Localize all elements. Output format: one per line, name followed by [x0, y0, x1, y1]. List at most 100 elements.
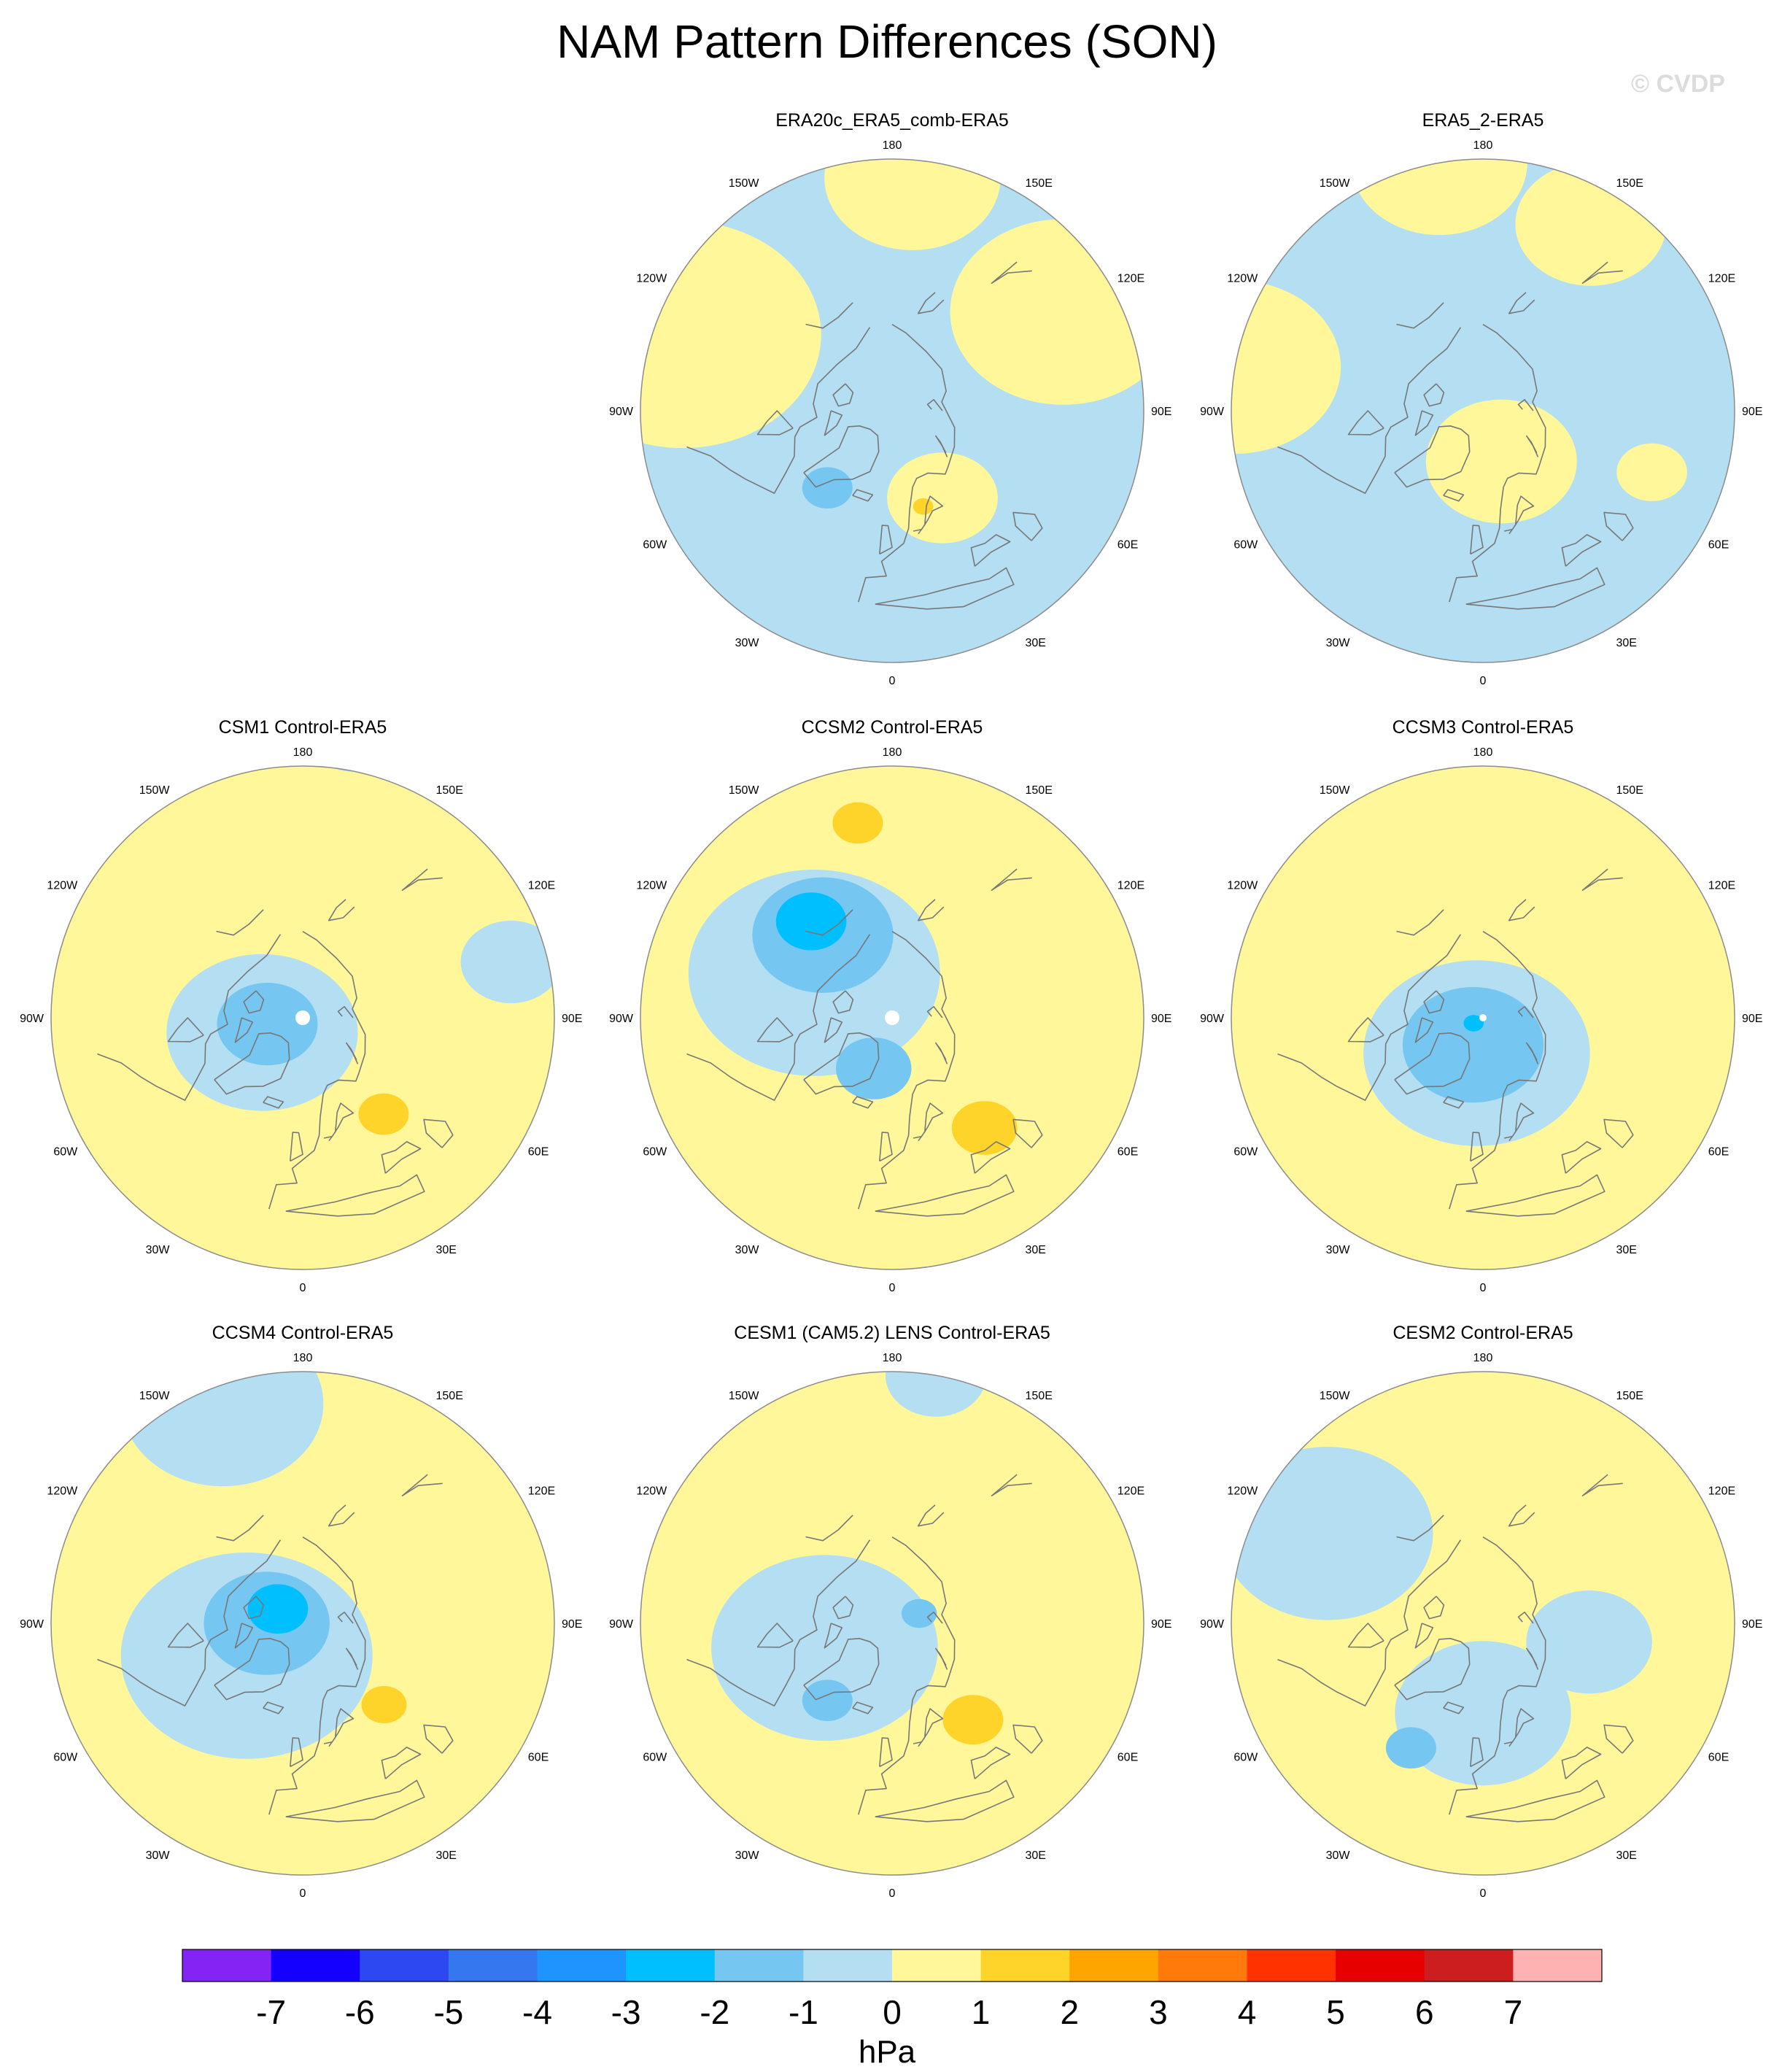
longitude-label: 30W	[735, 637, 760, 649]
colorbar-swatch	[626, 1949, 716, 1982]
longitude-label: 0	[889, 1282, 896, 1294]
colorbar-tick-label: 7	[1504, 1993, 1523, 2031]
colorbar-swatch	[182, 1949, 272, 1982]
colorbar-swatch	[892, 1949, 982, 1982]
colorbar-swatch	[714, 1949, 804, 1982]
panel-title: ERA20c_ERA5_comb-ERA5	[775, 110, 1009, 131]
colorbar-tick-label: 3	[1149, 1993, 1168, 2031]
contour-region	[122, 1372, 324, 1487]
contour-region	[802, 1679, 853, 1721]
longitude-label: 90W	[609, 406, 634, 418]
longitude-label: 60W	[1233, 1146, 1258, 1159]
colorbar-swatch	[537, 1949, 627, 1982]
colorbar-tick-label: -4	[522, 1993, 552, 2031]
longitude-label: 150E	[1026, 784, 1053, 797]
colorbar-units: hPa	[858, 2034, 916, 2070]
longitude-label: 120E	[1118, 1485, 1144, 1498]
longitude-label: 90W	[20, 1013, 44, 1025]
longitude-label: 30E	[1616, 637, 1637, 649]
longitude-label: 120E	[1118, 880, 1144, 892]
contour-region	[942, 1695, 1004, 1745]
colorbar-tick-label: -7	[256, 1993, 286, 2031]
longitude-label: 30W	[1326, 637, 1351, 649]
longitude-label: 180	[883, 139, 902, 152]
colorbar-tick-label: 6	[1415, 1993, 1434, 2031]
longitude-label: 150W	[729, 784, 760, 797]
longitude-label: 120E	[1708, 1485, 1735, 1498]
longitude-label: 150W	[1320, 177, 1351, 190]
colorbar-tick-label: -2	[700, 1993, 729, 2031]
longitude-label: 120W	[636, 880, 667, 892]
colorbar-swatch	[271, 1949, 360, 1982]
colorbar-swatch	[1424, 1949, 1514, 1982]
longitude-label: 90E	[1151, 406, 1171, 418]
longitude-label: 150W	[1320, 1390, 1351, 1402]
longitude-label: 150E	[1616, 1390, 1643, 1402]
longitude-label: 0	[300, 1887, 306, 1900]
colorbar-tick-label: -1	[789, 1993, 818, 2031]
longitude-label: 150W	[139, 1390, 171, 1402]
panel-title: ERA5_2-ERA5	[1422, 110, 1544, 131]
longitude-label: 120E	[1708, 880, 1735, 892]
longitude-label: 150W	[729, 1390, 760, 1402]
longitude-label: 30W	[1326, 1244, 1351, 1256]
longitude-label: 30W	[735, 1849, 760, 1862]
colorbar-swatch	[803, 1949, 893, 1982]
longitude-label: 60W	[1233, 539, 1258, 552]
map-panel: 180 0 90W 90E 150W 150E 120W 120E 60W 60E 30W 30E	[1200, 139, 1762, 687]
longitude-label: 60W	[643, 539, 667, 552]
longitude-label: 90E	[562, 1013, 582, 1025]
longitude-label: 150E	[1026, 1390, 1053, 1402]
longitude-label: 30E	[1026, 1849, 1046, 1862]
panel-title: CESM1 (CAM5.2) LENS Control-ERA5	[734, 1323, 1050, 1343]
longitude-label: 120E	[528, 1485, 555, 1498]
contour-region	[913, 498, 934, 515]
longitude-label: 150W	[729, 177, 760, 190]
longitude-label: 60E	[528, 1146, 549, 1159]
longitude-label: 60W	[643, 1146, 667, 1159]
longitude-label: 180	[1473, 746, 1493, 759]
map-panel: 180 0 90W 90E 150W 150E 120W 120E 60W 60E 30W 30E	[1200, 746, 1762, 1294]
longitude-label: 90E	[562, 1618, 582, 1631]
map-background	[1231, 1372, 1735, 1875]
longitude-label: 180	[1473, 1352, 1493, 1364]
longitude-label: 30E	[436, 1244, 457, 1256]
contour-region	[950, 219, 1144, 405]
map-panel: 180 0 90W 90E 150W 150E 120W 120E 60W 60E 30W 30E	[20, 1352, 582, 1900]
contour-region	[217, 983, 318, 1066]
longitude-label: 90E	[1742, 406, 1762, 418]
longitude-label: 150E	[1616, 784, 1643, 797]
colorbar: -7 -6 -5 -4 -3 -2 -1 0 1 2 3 4 5 6 7	[182, 1949, 1603, 2031]
map-panel: 180 0 90W 90E 150W 150E 120W 120E 60W 60E 30W 30E	[20, 746, 582, 1294]
longitude-label: 120W	[47, 880, 78, 892]
longitude-label: 150E	[436, 1390, 463, 1402]
contour-region	[460, 920, 554, 1004]
longitude-label: 150E	[436, 784, 463, 797]
longitude-label: 180	[293, 746, 313, 759]
panel-title: CCSM3 Control-ERA5	[1392, 717, 1574, 738]
contour-region	[835, 1037, 912, 1099]
panel-title: CESM2 Control-ERA5	[1393, 1323, 1573, 1343]
colorbar-swatch	[1247, 1949, 1336, 1982]
contour-region	[1425, 399, 1577, 524]
longitude-label: 30W	[146, 1849, 171, 1862]
colorbar-swatch	[1513, 1949, 1603, 1982]
longitude-label: 0	[1480, 1282, 1487, 1294]
contour-region	[1616, 443, 1687, 501]
longitude-label: 60W	[643, 1752, 667, 1764]
longitude-label: 60E	[1708, 539, 1729, 552]
contour-region	[802, 467, 853, 509]
colorbar-swatch	[448, 1949, 538, 1982]
pole-point	[295, 1010, 310, 1025]
contour-region	[775, 892, 847, 951]
map-outline	[50, 765, 555, 1270]
contour-region	[1231, 1447, 1433, 1620]
map-outline	[1231, 1371, 1735, 1876]
map-panel: 180 0 90W 90E 150W 150E 120W 120E 60W 60E 30W 30E	[609, 746, 1171, 1294]
colorbar-tick-label: 2	[1061, 1993, 1080, 2031]
longitude-label: 30E	[1026, 1244, 1046, 1256]
colorbar-swatch	[1336, 1949, 1425, 1982]
longitude-label: 120E	[1708, 273, 1735, 285]
contour-region	[640, 220, 821, 449]
